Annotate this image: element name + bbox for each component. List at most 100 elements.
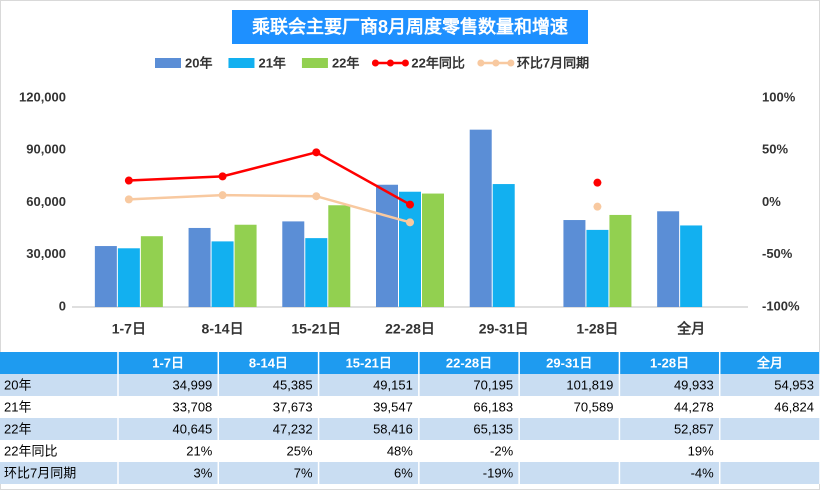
bar <box>328 205 351 307</box>
title-banner <box>232 10 588 44</box>
table-cell: 39,547 <box>373 399 413 414</box>
table-cell: 6% <box>394 465 413 480</box>
bar <box>305 238 328 307</box>
table-row-label: 22年同比 <box>4 443 57 458</box>
table-row-label: 环比7月同期 <box>4 465 76 480</box>
x-tick-label: 22-28日 <box>385 321 435 337</box>
y-tick-label: 0 <box>59 298 66 313</box>
table-cell: 70,195 <box>473 377 513 392</box>
legend-swatch <box>228 58 255 68</box>
bar <box>492 184 515 307</box>
line-marker <box>593 178 602 187</box>
bar <box>376 184 398 307</box>
line-marker <box>312 192 321 201</box>
legend-label: 22年 <box>332 55 359 70</box>
table-cell: 70,589 <box>574 399 614 414</box>
bar <box>680 225 703 307</box>
table-cell: 44,278 <box>674 399 714 414</box>
bar <box>94 246 117 307</box>
x-tick-label: 全月 <box>676 321 705 337</box>
table-cell: -4% <box>691 465 715 480</box>
table-row-bg <box>0 374 820 396</box>
legend-label: 20年 <box>185 55 212 70</box>
table-row-label: 21年 <box>4 399 31 414</box>
legend-label: 环比7月同期 <box>517 55 589 70</box>
bar <box>586 229 609 307</box>
chart-title: 乘联会主要厂商8月周度零售数量和增速 <box>251 16 568 37</box>
y-tick-label: 60,000 <box>26 194 66 209</box>
table-cell: 52,857 <box>674 421 714 436</box>
x-tick-label: 1-28日 <box>576 321 618 337</box>
line-marker <box>406 200 414 209</box>
bar <box>140 236 163 307</box>
x-tick-label: 8-14日 <box>202 321 244 337</box>
line-marker <box>124 176 133 185</box>
table-cell: 45,385 <box>273 377 313 392</box>
table-cell: -2% <box>490 443 514 458</box>
table-cell: 19% <box>688 443 714 458</box>
table-cell: -19% <box>483 465 514 480</box>
line-marker <box>124 195 133 204</box>
bar <box>609 214 632 307</box>
x-tick-label: 29-31日 <box>479 321 529 337</box>
bar <box>563 220 586 307</box>
x-tick-label: 1-7日 <box>112 321 146 337</box>
y2-tick-label: 100% <box>762 89 796 104</box>
bar <box>469 129 492 307</box>
x-tick-label: 15-21日 <box>291 321 341 337</box>
bar <box>117 248 140 307</box>
bar <box>422 193 444 307</box>
table-cell: 46,824 <box>774 399 814 414</box>
y-tick-label: 120,000 <box>19 89 66 104</box>
table-cell: 40,645 <box>173 421 213 436</box>
table-cell: 3% <box>193 465 212 480</box>
legend-label: 21年 <box>258 55 285 70</box>
table-cell: 54,953 <box>774 377 814 392</box>
table-header-cell: 15-21日 <box>346 355 392 370</box>
table-header-cell: 29-31日 <box>546 355 592 370</box>
bar <box>399 191 421 307</box>
table-cell: 47,232 <box>273 421 313 436</box>
table-header-cell: 1-7日 <box>152 355 184 370</box>
table-cell: 37,673 <box>273 399 313 414</box>
y2-tick-label: 0% <box>762 194 781 209</box>
y2-tick-label: 50% <box>762 142 788 157</box>
legend-swatch <box>507 59 515 67</box>
y2-tick-label: -100% <box>762 298 800 313</box>
legend-swatch <box>401 59 409 67</box>
table-cell: 34,999 <box>173 377 213 392</box>
table-cell: 49,933 <box>674 377 714 392</box>
legend-swatch <box>301 58 328 68</box>
legend-swatch <box>477 59 485 67</box>
table-cell: 49,151 <box>373 377 413 392</box>
y-tick-label: 90,000 <box>26 142 66 157</box>
table-cell: 25% <box>287 443 313 458</box>
y-tick-label: 30,000 <box>26 246 66 261</box>
table-row-bg <box>0 440 820 462</box>
line-marker <box>406 218 414 227</box>
line-marker <box>218 191 227 200</box>
table-cell: 101,819 <box>566 377 613 392</box>
legend-swatch <box>492 59 500 67</box>
table-header-cell: 22-28日 <box>446 355 492 370</box>
legend-swatch <box>386 59 394 67</box>
table-row-bg <box>0 462 820 484</box>
bar <box>282 221 305 307</box>
line-marker <box>312 148 321 157</box>
table-row-bg <box>0 396 820 418</box>
table-cell: 65,135 <box>473 421 513 436</box>
table-header-cell: 全月 <box>756 355 783 370</box>
table-row-bg <box>0 418 820 440</box>
table-cell: 33,708 <box>173 399 213 414</box>
table-cell: 66,183 <box>473 399 513 414</box>
bar <box>188 227 211 307</box>
table-header-cell: 8-14日 <box>249 355 288 370</box>
bar <box>657 211 680 307</box>
table-cell: 48% <box>387 443 413 458</box>
table-header-bg <box>0 352 820 374</box>
y2-tick-label: -50% <box>762 246 793 261</box>
bar <box>211 241 234 307</box>
table-cell: 21% <box>186 443 212 458</box>
legend-label: 22年同比 <box>411 55 464 70</box>
table-cell: 58,416 <box>373 421 413 436</box>
